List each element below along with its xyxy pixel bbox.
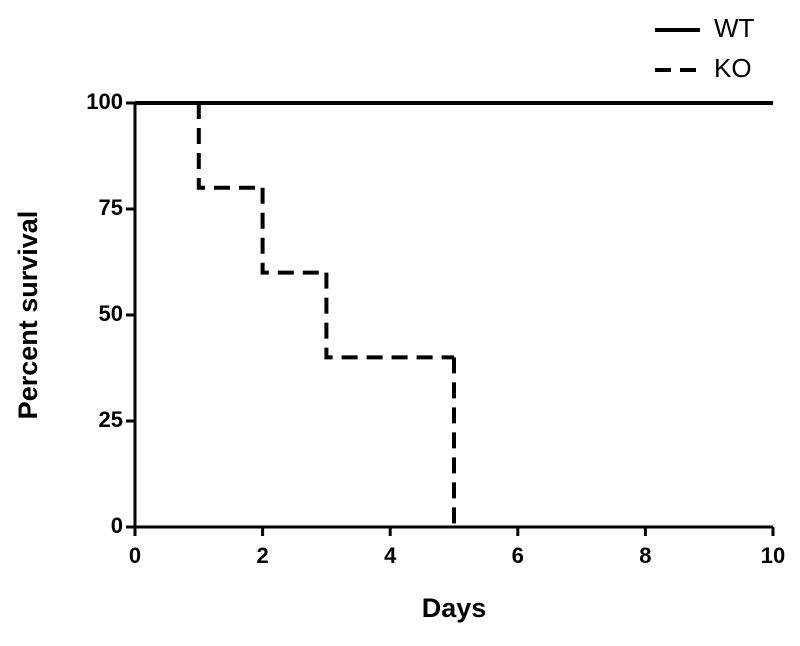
y-tick-label: 75 (99, 195, 123, 220)
survival-step (260, 187, 327, 275)
legend-label: KO (714, 53, 752, 83)
y-tick-label: 100 (86, 89, 123, 114)
survival-step (324, 272, 454, 360)
legend-label: WT (714, 13, 755, 43)
y-tick-label: 50 (99, 301, 123, 326)
y-tick-label: 25 (99, 407, 123, 432)
x-tick-label: 6 (512, 543, 524, 568)
x-tick-label: 2 (256, 543, 268, 568)
x-tick-label: 4 (384, 543, 397, 568)
x-tick-label: 8 (639, 543, 651, 568)
survival-step (196, 103, 263, 190)
x-tick-label: 0 (129, 543, 141, 568)
y-tick-label: 0 (111, 513, 123, 538)
y-axis-title: Percent survival (13, 211, 43, 420)
x-tick-label: 10 (761, 543, 785, 568)
x-axis-title: Days (422, 593, 487, 623)
